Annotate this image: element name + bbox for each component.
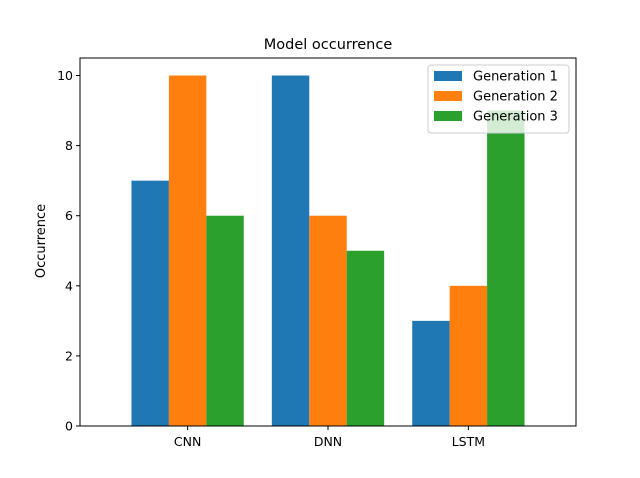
y-tick-label: 6 bbox=[65, 208, 73, 223]
legend-label: Generation 3 bbox=[473, 110, 558, 125]
bar-generation-3-dnn bbox=[346, 250, 385, 426]
legend-swatch bbox=[434, 111, 462, 121]
bar-generation-3-cnn bbox=[206, 215, 244, 426]
bar-generation-1-lstm bbox=[412, 320, 450, 426]
y-tick-label: 10 bbox=[57, 68, 73, 83]
bars-layer bbox=[131, 75, 525, 427]
bar-generation-3-lstm bbox=[487, 110, 525, 427]
legend-swatch bbox=[434, 71, 462, 81]
legend-box bbox=[427, 64, 570, 134]
bar-generation-2-lstm bbox=[449, 285, 488, 426]
legend-label: Generation 2 bbox=[473, 90, 558, 105]
x-tick-label: CNN bbox=[174, 434, 201, 449]
legend: Generation 1 Generation 2 Generation 3 bbox=[427, 64, 570, 134]
legend-swatch bbox=[434, 91, 462, 101]
bar-generation-1-dnn bbox=[271, 75, 310, 427]
x-tick-label: LSTM bbox=[452, 434, 485, 449]
legend-label: Generation 1 bbox=[473, 70, 558, 85]
axes-layer: 0 2 4 6 8 10 CNN DNN LSTM bbox=[57, 57, 577, 449]
y-axis-label: Occurrence bbox=[34, 204, 49, 278]
y-tick-label: 8 bbox=[65, 138, 73, 153]
bar-generation-2-dnn bbox=[309, 215, 347, 426]
y-tick-label: 4 bbox=[65, 278, 73, 293]
y-tick-label: 2 bbox=[65, 348, 73, 363]
chart-title: Model occurrence bbox=[264, 37, 393, 53]
bar-generation-2-cnn bbox=[168, 75, 207, 427]
bar-generation-1-cnn bbox=[131, 180, 169, 426]
x-tick-label: DNN bbox=[314, 434, 342, 449]
y-tick-label: 0 bbox=[65, 419, 73, 434]
